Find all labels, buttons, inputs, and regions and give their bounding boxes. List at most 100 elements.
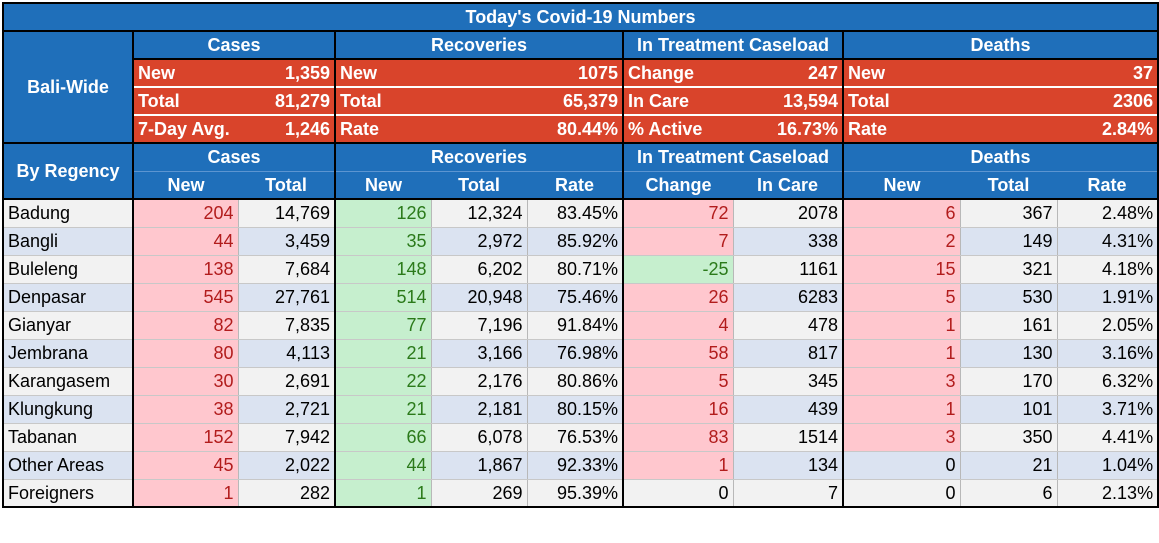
bali-wide-label: Bali-Wide [2, 30, 134, 144]
deaths-new-cell: 3 [843, 423, 961, 452]
group-header-cases: Cases [132, 142, 336, 171]
column-header: Rate [527, 170, 624, 200]
regency-name-cell: Gianyar [2, 311, 134, 340]
cases-new-cell: 45 [133, 451, 239, 480]
recoveries-new-cell: 21 [335, 339, 432, 368]
regency-name-cell: Klungkung [2, 395, 134, 424]
deaths-new-cell: 1 [843, 311, 961, 340]
table-row: Gianyar 82 7,835 77 7,196 91.84% 4 478 1 161 2.05% [2, 311, 1159, 340]
summary-value: 1075 [527, 59, 624, 87]
treatment-incare-cell: 345 [733, 367, 844, 396]
recoveries-total-cell: 2,176 [431, 367, 528, 396]
treatment-change-cell: 26 [623, 283, 734, 312]
regency-name-cell: Buleleng [2, 255, 134, 284]
summary-row: Total 81,279 Total 65,379 In Care 13,594… [3, 86, 1159, 115]
column-header: In Care [733, 170, 844, 200]
summary-label: Total [843, 86, 1057, 115]
deaths-total-cell: 321 [960, 255, 1058, 284]
deaths-new-cell: 1 [843, 395, 961, 424]
column-header: New [335, 170, 431, 200]
treatment-incare-cell: 2078 [733, 199, 844, 228]
column-header-row: New Total New Total Rate Change In Care … [3, 170, 1159, 200]
table-row: Other Areas 45 2,022 44 1,867 92.33% 1 134 0 21 1.… [2, 451, 1159, 480]
deaths-total-cell: 161 [960, 311, 1058, 340]
recoveries-total-cell: 12,324 [431, 199, 528, 228]
cases-new-cell: 30 [133, 367, 239, 396]
treatment-incare-cell: 7 [733, 479, 844, 508]
recoveries-new-cell: 77 [335, 311, 432, 340]
deaths-new-cell: 15 [843, 255, 961, 284]
summary-label: Total [132, 86, 238, 115]
cases-new-cell: 82 [133, 311, 239, 340]
table-row: Badung 204 14,769 126 12,324 83.45% 72 2078 6 367… [2, 199, 1159, 228]
summary-label: Change [623, 59, 733, 87]
recoveries-total-cell: 2,972 [431, 227, 528, 256]
cases-total-cell: 7,684 [238, 255, 336, 284]
cases-total-cell: 4,113 [238, 339, 336, 368]
deaths-rate-cell: 4.18% [1057, 255, 1159, 284]
treatment-change-cell: 4 [623, 311, 734, 340]
cases-total-cell: 3,459 [238, 227, 336, 256]
group-header-treatment: In Treatment Caseload [622, 30, 844, 60]
treatment-change-cell: 58 [623, 339, 734, 368]
recoveries-new-cell: 22 [335, 367, 432, 396]
table-row: Bangli 44 3,459 35 2,972 85.92% 7 338 2 149 4.31% [2, 227, 1159, 256]
treatment-change-cell: -25 [623, 255, 734, 284]
deaths-rate-cell: 4.41% [1057, 423, 1159, 452]
recoveries-new-cell: 514 [335, 283, 432, 312]
regency-name-cell: Badung [2, 199, 134, 228]
recoveries-rate-cell: 80.15% [527, 395, 624, 424]
summary-label: New [335, 59, 527, 87]
summary-label: Total [335, 86, 527, 115]
table-title: Today's Covid-19 Numbers [1, 2, 1159, 32]
covid-table: Today's Covid-19 Numbers Bali-Wide Cases… [1, 2, 1159, 508]
deaths-rate-cell: 4.31% [1057, 227, 1159, 256]
group-header-recoveries: Recoveries [334, 142, 624, 171]
column-header: Total [431, 170, 527, 200]
table-row: Klungkung 38 2,721 21 2,181 80.15% 16 439 1 101 3.… [2, 395, 1159, 424]
recoveries-total-cell: 6,078 [431, 423, 528, 452]
column-header: Total [238, 170, 336, 200]
cases-total-cell: 14,769 [238, 199, 336, 228]
table-row: Jembrana 80 4,113 21 3,166 76.98% 58 817 1 130 3.1… [2, 339, 1159, 368]
deaths-total-cell: 367 [960, 199, 1058, 228]
treatment-change-cell: 1 [623, 451, 734, 480]
treatment-incare-cell: 6283 [733, 283, 844, 312]
treatment-change-cell: 83 [623, 423, 734, 452]
recoveries-new-cell: 35 [335, 227, 432, 256]
deaths-new-cell: 0 [843, 451, 961, 480]
group-header-deaths: Deaths [841, 30, 1159, 60]
recoveries-rate-cell: 95.39% [527, 479, 624, 508]
regency-name-cell: Other Areas [2, 451, 134, 480]
table-row: Tabanan 152 7,942 66 6,078 76.53% 83 1514 3 350 4.… [2, 423, 1159, 452]
summary-label: New [132, 59, 238, 87]
by-regency-label: By Regency [2, 142, 134, 200]
recoveries-total-cell: 7,196 [431, 311, 528, 340]
summary-value: 1,246 [238, 114, 336, 144]
cases-new-cell: 80 [133, 339, 239, 368]
regency-name-cell: Foreigners [2, 479, 134, 508]
column-header: Change [623, 170, 733, 200]
summary-value: 16.73% [733, 114, 844, 144]
summary-label: New [843, 59, 1057, 87]
summary-value: 37 [1057, 59, 1159, 87]
regency-name-cell: Tabanan [2, 423, 134, 452]
treatment-change-cell: 72 [623, 199, 734, 228]
column-header: New [132, 170, 238, 200]
cases-new-cell: 545 [133, 283, 239, 312]
summary-row: New 1,359 New 1075 Change 247 New 37 [3, 59, 1159, 87]
column-header: Total [960, 170, 1057, 200]
cases-new-cell: 138 [133, 255, 239, 284]
recoveries-rate-cell: 76.53% [527, 423, 624, 452]
deaths-total-cell: 530 [960, 283, 1058, 312]
treatment-incare-cell: 1514 [733, 423, 844, 452]
deaths-total-cell: 101 [960, 395, 1058, 424]
cases-total-cell: 282 [238, 479, 336, 508]
treatment-incare-cell: 134 [733, 451, 844, 480]
recoveries-rate-cell: 91.84% [527, 311, 624, 340]
recoveries-total-cell: 2,181 [431, 395, 528, 424]
treatment-incare-cell: 817 [733, 339, 844, 368]
cases-new-cell: 38 [133, 395, 239, 424]
treatment-incare-cell: 478 [733, 311, 844, 340]
deaths-total-cell: 130 [960, 339, 1058, 368]
